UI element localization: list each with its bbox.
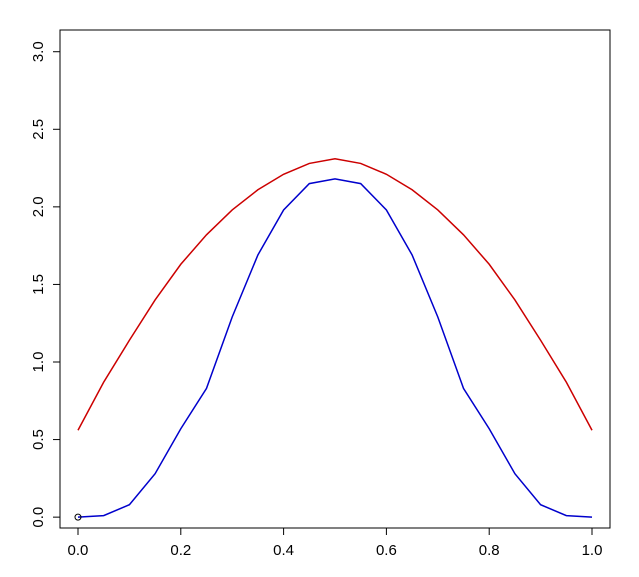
y-tick-label: 0.0 xyxy=(30,507,47,528)
x-tick-label: 1.0 xyxy=(582,542,603,559)
x-tick-label: 0.8 xyxy=(479,542,500,559)
y-tick-label: 2.0 xyxy=(30,196,47,217)
y-tick-label: 2.5 xyxy=(30,119,47,140)
point xyxy=(74,513,82,521)
plot-frame xyxy=(59,29,611,529)
x-tick-label: 0.0 xyxy=(68,542,89,559)
y-tick-label: 3.0 xyxy=(30,41,47,62)
line-series xyxy=(77,158,593,431)
y-tick-label: 0.5 xyxy=(30,429,47,450)
y-tick-label: 1.0 xyxy=(30,352,47,373)
x-tick-label: 0.6 xyxy=(376,542,397,559)
line-series xyxy=(77,178,593,518)
x-tick-label: 0.2 xyxy=(170,542,191,559)
x-tick-label: 0.4 xyxy=(273,542,294,559)
y-tick-label: 1.5 xyxy=(30,274,47,295)
